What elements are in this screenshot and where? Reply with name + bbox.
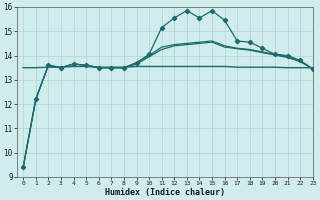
X-axis label: Humidex (Indice chaleur): Humidex (Indice chaleur) bbox=[105, 188, 225, 197]
